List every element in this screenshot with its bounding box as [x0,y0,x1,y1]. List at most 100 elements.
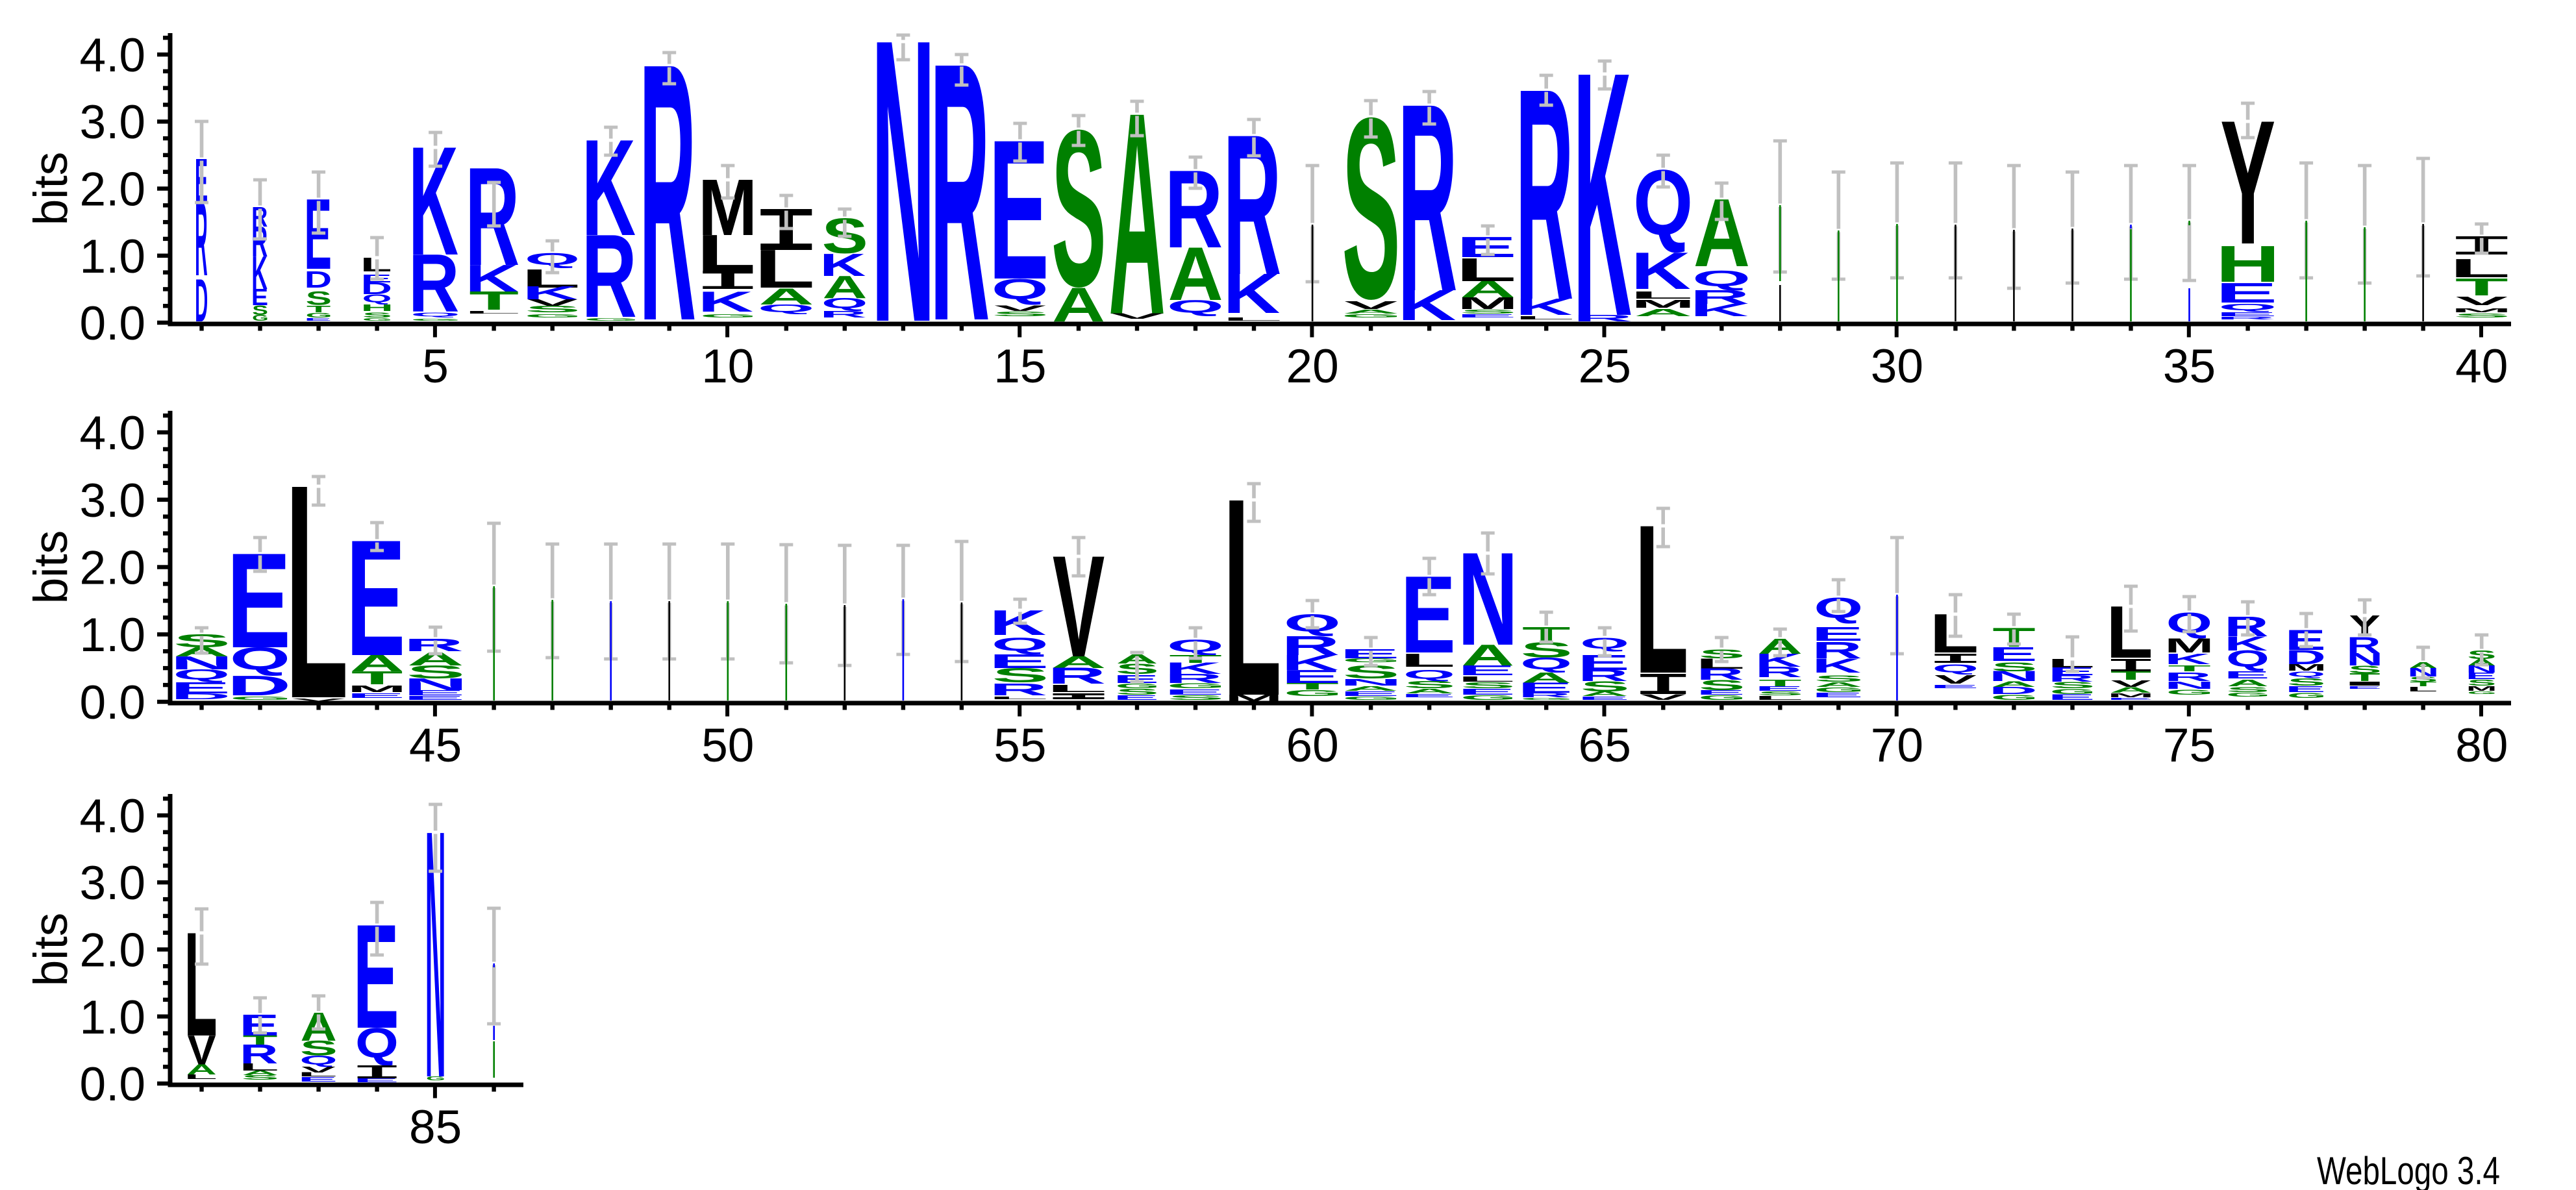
svg-text:R: R [989,680,1047,699]
svg-text:S: S [252,303,268,317]
svg-text:A: A [1460,277,1516,303]
svg-text:E: E [2285,684,2326,694]
svg-text:R: R [1164,671,1223,686]
svg-text:K: K [819,247,866,282]
svg-text:L: L [285,421,348,763]
svg-text:S: S [1404,679,1456,690]
svg-text:M: M [2451,307,2512,314]
svg-text:T: T [2455,273,2508,301]
svg-text:G: G [1342,696,1401,701]
svg-text:S: S [2287,676,2325,688]
svg-text:T: T [2410,680,2437,688]
svg-text:R: R [1812,637,1862,663]
svg-text:A: A [186,1062,216,1078]
svg-text:G: G [1342,314,1402,319]
svg-text:T: T [1286,681,1339,691]
svg-text:G: G [252,314,268,323]
svg-text:V: V [1344,299,1398,312]
svg-text:L: L [988,696,1049,700]
svg-text:M: M [1225,693,1283,703]
svg-text:Q: Q [1932,662,1979,675]
svg-text:0.0: 0.0 [80,676,145,729]
svg-text:G: G [2467,691,2497,695]
svg-text:A: A [1404,688,1455,695]
svg-text:K: K [408,115,458,288]
svg-text:4.0: 4.0 [80,407,145,460]
svg-text:Q: Q [362,292,392,305]
svg-text:1.0: 1.0 [80,230,145,283]
svg-text:Q: Q [2287,670,2325,678]
svg-text:T: T [1758,678,1801,688]
svg-text:L: L [1629,290,1693,301]
svg-text:40: 40 [2455,340,2508,393]
svg-text:L: L [1400,650,1455,671]
svg-text:L: L [239,1061,279,1073]
svg-text:S: S [1757,690,1803,696]
svg-text:E: E [2224,669,2270,681]
svg-text:0.0: 0.0 [80,297,145,350]
svg-text:G: G [1115,682,1160,689]
svg-text:A: A [242,1069,279,1076]
svg-text:G: G [1167,682,1225,690]
svg-text:1.0: 1.0 [80,609,145,662]
svg-text:S: S [1460,308,1517,314]
svg-text:K: K [1755,650,1801,671]
svg-text:15: 15 [994,340,1046,393]
svg-text:G: G [426,1075,445,1081]
svg-text:E: E [1457,313,1517,318]
svg-text:A: A [350,651,404,676]
svg-text:Q: Q [1167,297,1224,317]
svg-text:G: G [1814,686,1864,693]
svg-text:R: R [1281,630,1340,661]
svg-text:A: A [2110,686,2153,694]
svg-text:S: S [1460,681,1515,690]
svg-text:S: S [2348,663,2381,676]
svg-text:80: 80 [2455,719,2508,772]
svg-text:N: N [1340,677,1403,688]
svg-text:D: D [195,266,208,335]
svg-text:S: S [2227,686,2270,694]
svg-text:K: K [465,257,518,300]
svg-text:E: E [2047,693,2095,701]
svg-text:R: R [639,0,696,397]
svg-text:E: E [1340,690,1400,697]
svg-text:3.0: 3.0 [80,96,145,149]
svg-text:Q: Q [1692,266,1751,291]
svg-text:R: R [408,238,459,330]
svg-text:55: 55 [994,719,1046,772]
svg-text:K: K [251,247,268,299]
svg-text:S: S [242,1074,279,1081]
svg-text:T: T [351,667,403,688]
svg-text:K: K [1690,300,1749,320]
svg-text:R: R [1047,663,1106,689]
svg-text:50: 50 [701,719,754,772]
svg-text:N: N [170,652,233,674]
svg-text:R: R [1518,691,1571,699]
svg-text:N: N [403,675,468,694]
svg-text:L: L [1514,316,1575,321]
svg-text:Q: Q [992,273,1049,305]
svg-text:G: G [1699,694,1746,701]
svg-text:R: R [2164,670,2212,684]
svg-text:E: E [1577,696,1629,701]
svg-text:A: A [1815,681,1862,688]
svg-text:S: S [1116,687,1159,696]
svg-text:bits: bits [25,913,77,987]
svg-text:Q: Q [300,1053,338,1067]
svg-text:R: R [195,180,207,297]
svg-text:K: K [582,112,636,265]
svg-text:K: K [1223,262,1281,325]
svg-text:K: K [698,285,754,317]
svg-text:V: V [1110,312,1164,320]
svg-text:H: H [361,303,394,313]
svg-text:T: T [243,1033,278,1048]
svg-text:S: S [1991,660,2037,674]
svg-text:0.0: 0.0 [80,1058,145,1111]
svg-text:D: D [2285,645,2325,669]
svg-text:E: E [1812,623,1864,645]
svg-text:E: E [298,1076,338,1083]
svg-text:WebLogo 3.4: WebLogo 3.4 [2317,1149,2500,1190]
svg-text:3.0: 3.0 [80,475,145,527]
svg-text:E: E [988,651,1049,673]
svg-text:E: E [1401,693,1456,699]
